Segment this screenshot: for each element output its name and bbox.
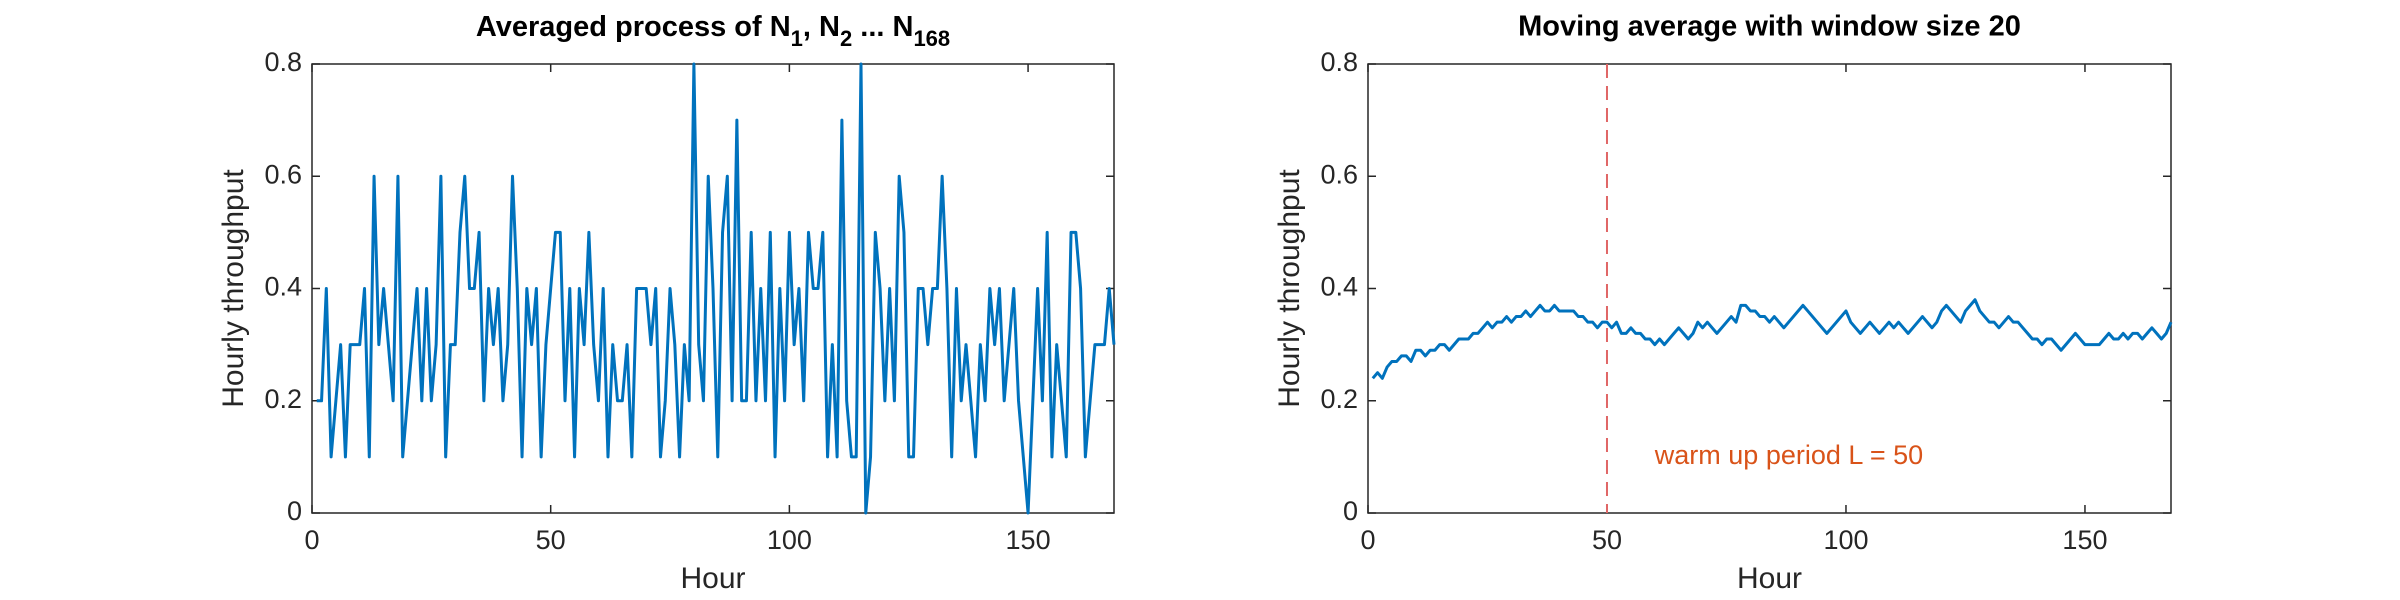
y-tick-label: 0.8 [264, 47, 302, 77]
y-tick-label: 0.4 [264, 272, 302, 302]
title-part: , N [803, 11, 840, 43]
x-axis-label: Hour [680, 562, 745, 595]
title-part: Averaged process of N [476, 11, 791, 43]
plot-frame [1367, 63, 2172, 514]
y-tick-label: 0.2 [264, 384, 302, 414]
x-tick-label: 50 [536, 525, 566, 555]
y-tick-label: 0.6 [1320, 159, 1358, 189]
title-part: 1 [791, 26, 803, 51]
title-part: 2 [840, 26, 852, 51]
y-tick-label: 0.2 [1320, 384, 1358, 414]
y-axis-label: Hourly throughput [1273, 169, 1306, 408]
x-tick-label: 150 [1006, 525, 1051, 555]
data-line [316, 62, 1116, 515]
annotation: warm up period L = 50 [1654, 440, 1923, 470]
x-tick-label: 0 [1360, 525, 1375, 555]
title-part: ... N [852, 11, 913, 43]
y-tick-label: 0 [287, 496, 302, 526]
chart-title: Moving average with window size 20 [1518, 11, 2021, 43]
x-tick-label: 100 [767, 525, 812, 555]
chart: Averaged process of N1, N2 ... N168 Hour H… [217, 11, 1116, 595]
y-tick-label: 0.8 [1320, 47, 1358, 77]
title-part: 168 [913, 26, 950, 51]
y-tick-label: 0.4 [1320, 272, 1358, 302]
chart: Moving average with window size 20 Hour Ho… [1273, 11, 2173, 595]
x-tick-label: 150 [2062, 525, 2107, 555]
y-tick-label: 0.6 [264, 159, 302, 189]
data-line [1371, 298, 2173, 380]
chart-title: Averaged process of N1, N2 ... N168 [476, 11, 950, 52]
x-tick-label: 0 [304, 525, 319, 555]
x-tick-label: 50 [1592, 525, 1622, 555]
x-axis-label: Hour [1737, 562, 1802, 595]
y-axis-label: Hourly throughput [217, 169, 250, 408]
plot-frame [311, 63, 1115, 514]
y-tick-label: 0 [1343, 496, 1358, 526]
x-tick-label: 100 [1823, 525, 1868, 555]
